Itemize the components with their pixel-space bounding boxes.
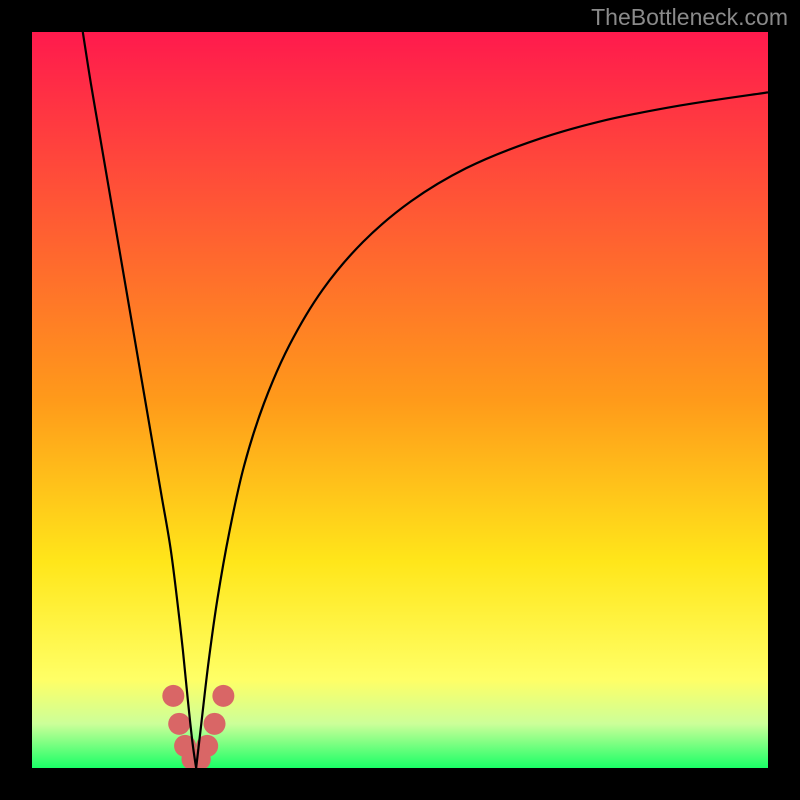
left-curve: [83, 32, 196, 768]
curve-layer: [32, 32, 768, 768]
dip-marker: [212, 685, 234, 707]
watermark-text: TheBottleneck.com: [591, 4, 788, 31]
dip-marker: [168, 713, 190, 735]
plot-area: [32, 32, 768, 768]
dip-marker: [204, 713, 226, 735]
right-curve: [196, 92, 768, 768]
chart-container: TheBottleneck.com: [0, 0, 800, 800]
dip-marker: [162, 685, 184, 707]
